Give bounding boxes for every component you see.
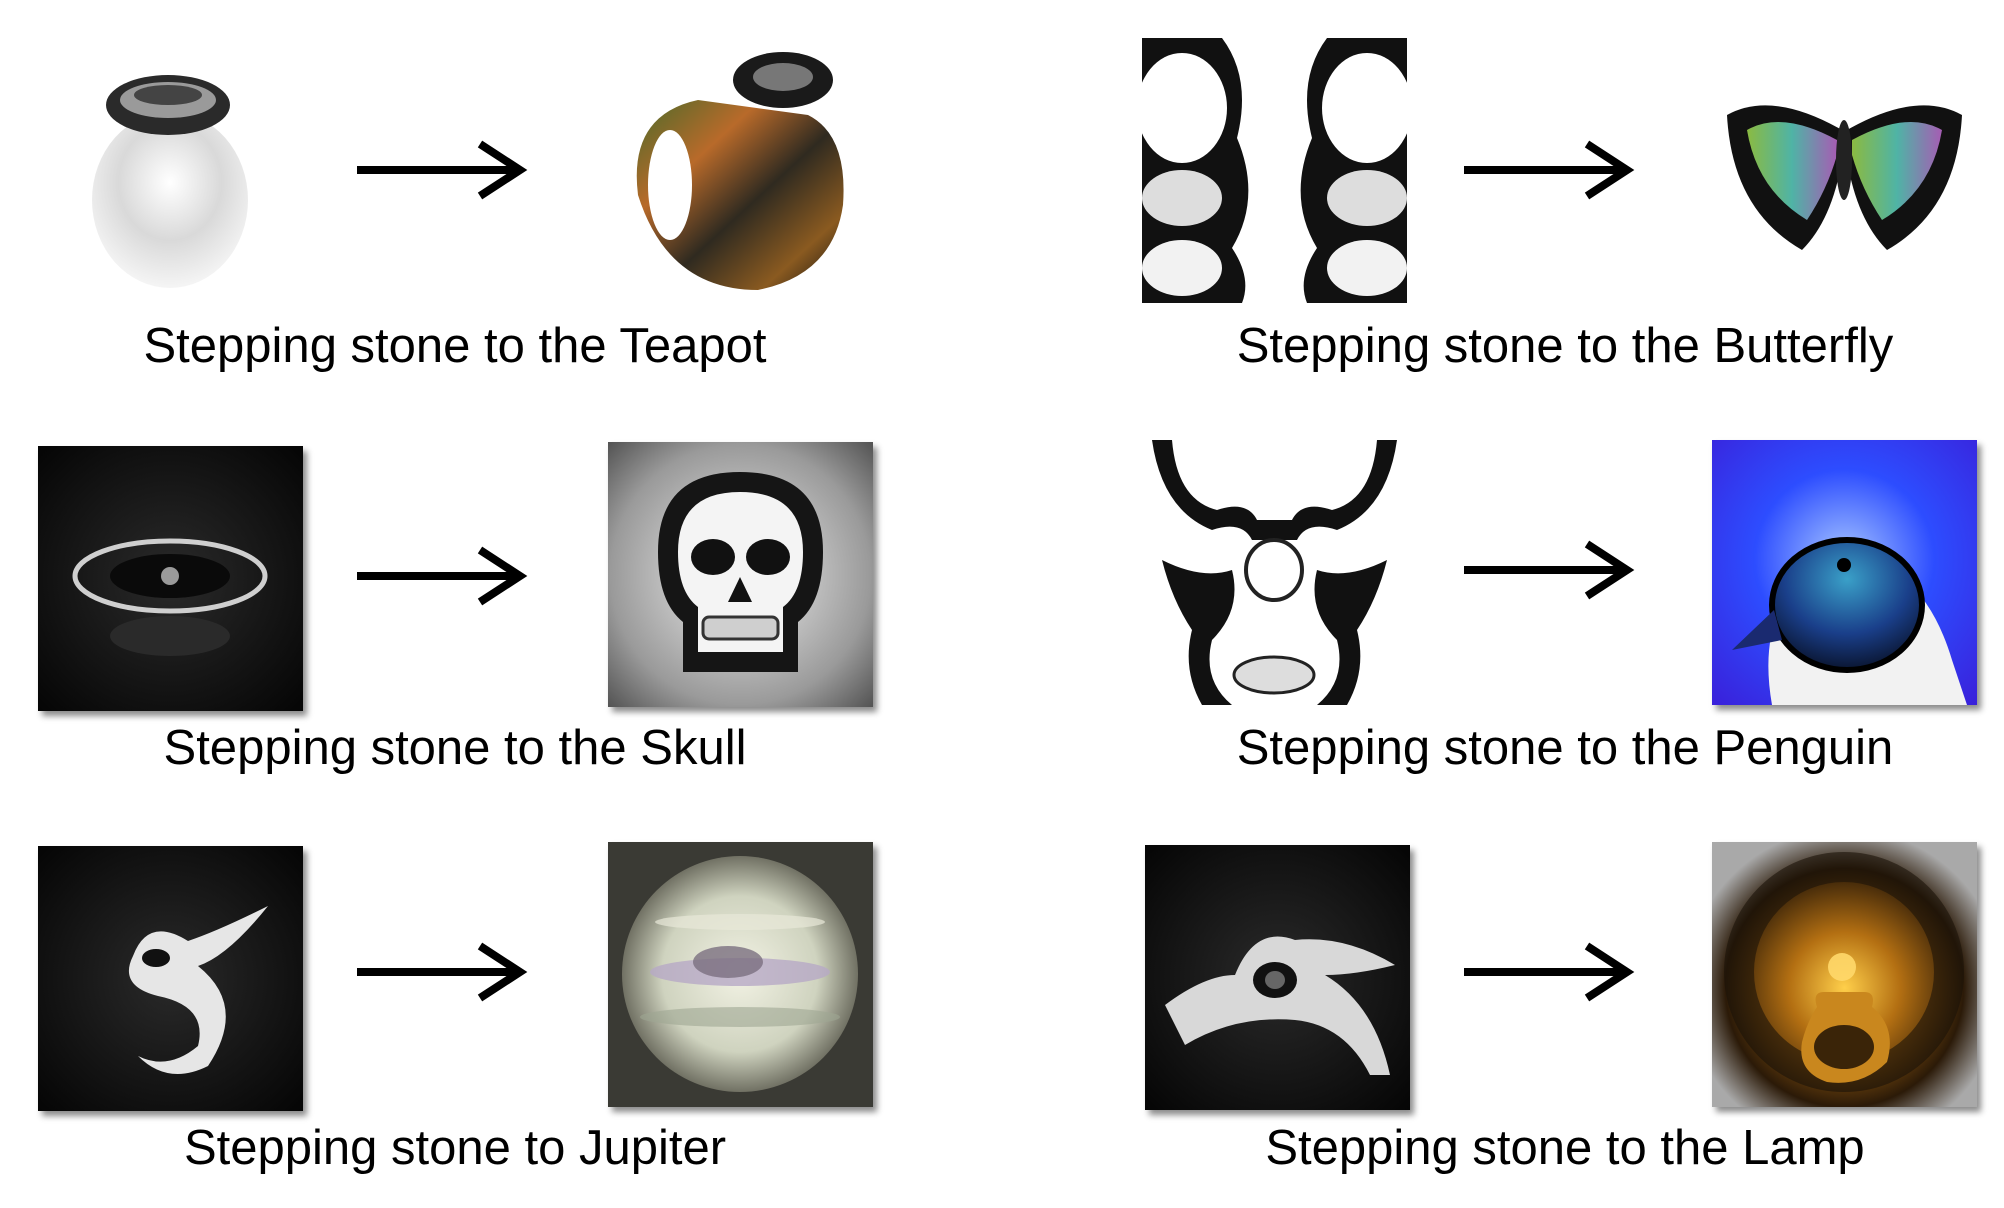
- arrow-icon: [355, 140, 531, 200]
- caption-butterfly: Stepping stone to the Butterfly: [1236, 319, 1894, 373]
- caption-penguin: Stepping stone to the Penguin: [1236, 721, 1894, 775]
- caption-teapot: Stepping stone to the Teapot: [143, 319, 767, 373]
- lamp-icon: [1712, 842, 1977, 1107]
- arrow-icon: [1462, 540, 1638, 600]
- arrow-icon: [355, 942, 531, 1002]
- ring-pattern-icon: [1145, 845, 1410, 1110]
- arrow-icon: [1462, 140, 1638, 200]
- mask-pattern-icon: [1142, 440, 1407, 705]
- symmetric-pattern-icon: [1142, 38, 1407, 303]
- egg-with-hat-icon: [35, 40, 300, 305]
- jupiter-icon: [608, 842, 873, 1107]
- arrow-icon: [1462, 942, 1638, 1002]
- teapot-icon: [608, 45, 873, 310]
- eye-pattern-icon: [38, 446, 303, 711]
- caption-lamp: Stepping stone to the Lamp: [1265, 1121, 1865, 1175]
- caption-skull: Stepping stone to the Skull: [163, 721, 747, 775]
- arrow-icon: [355, 546, 531, 606]
- penguin-icon: [1712, 440, 1977, 705]
- caption-jupiter: Stepping stone to Jupiter: [183, 1121, 727, 1175]
- curl-pattern-icon: [38, 846, 303, 1111]
- skull-icon: [608, 442, 873, 707]
- butterfly-icon: [1712, 40, 1977, 305]
